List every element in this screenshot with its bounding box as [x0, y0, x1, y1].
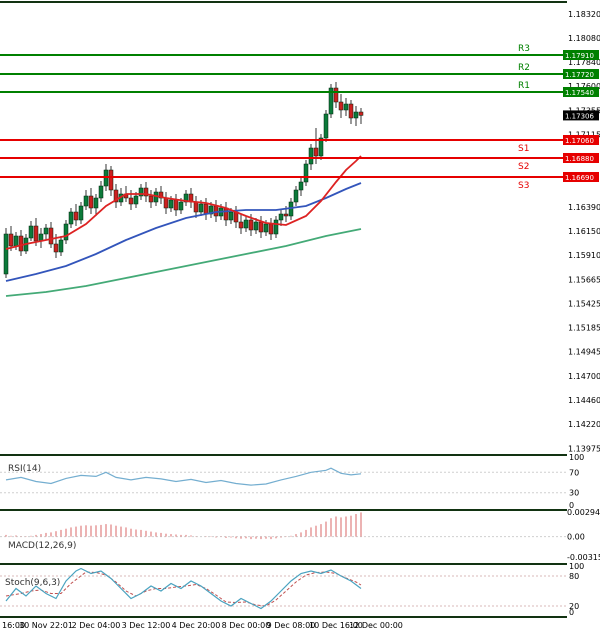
rsi-panel: 100 70 30 0	[0, 453, 584, 510]
rsi-line	[5, 467, 362, 486]
svg-text:1.18320: 1.18320	[568, 10, 600, 19]
svg-text:1.14700: 1.14700	[568, 372, 600, 381]
svg-text:100: 100	[569, 453, 584, 462]
svg-text:R2: R2	[518, 63, 530, 73]
price-axis: 1.183201.180801.178401.176001.173551.171…	[563, 10, 600, 454]
svg-text:20: 20	[569, 602, 579, 611]
svg-text:2 Dec 04:00: 2 Dec 04:00	[72, 621, 121, 630]
svg-text:1.14945: 1.14945	[568, 348, 600, 357]
stoch-d-line	[5, 571, 362, 607]
macd-panel-label: MACD(12,26,9)	[8, 541, 77, 551]
candlestick-series	[3, 82, 364, 278]
svg-text:16:00: 16:00	[2, 621, 25, 630]
support-resistance-levels: R3 R2 R1 S1 S2 S3	[0, 44, 567, 191]
svg-text:0: 0	[569, 501, 574, 510]
svg-text:70: 70	[569, 468, 579, 477]
svg-text:1.15425: 1.15425	[568, 300, 600, 309]
svg-text:100: 100	[569, 562, 584, 571]
svg-text:30: 30	[569, 489, 579, 498]
svg-text:1.16880: 1.16880	[565, 155, 594, 163]
svg-text:1.17060: 1.17060	[565, 137, 594, 145]
svg-text:-0.003152: -0.003152	[567, 553, 600, 562]
svg-text:1.17600: 1.17600	[568, 82, 600, 91]
ma-red-line	[5, 155, 362, 250]
svg-text:1.14460: 1.14460	[568, 396, 600, 405]
svg-text:8 Dec 00:00: 8 Dec 00:00	[222, 621, 271, 630]
svg-text:9 Dec 08:00: 9 Dec 08:00	[267, 621, 316, 630]
svg-text:1.17910: 1.17910	[565, 52, 594, 60]
svg-text:1.17840: 1.17840	[568, 58, 600, 67]
svg-text:30 Nov 22:01: 30 Nov 22:01	[19, 621, 73, 630]
stoch-k-line	[5, 567, 362, 610]
svg-text:80: 80	[569, 572, 579, 581]
svg-text:12 Dec 00:00: 12 Dec 00:00	[349, 621, 403, 630]
svg-text:R3: R3	[518, 44, 530, 54]
svg-text:S1: S1	[518, 144, 529, 154]
svg-text:1.17306: 1.17306	[565, 112, 594, 120]
svg-text:10 Dec 16:00: 10 Dec 16:00	[309, 621, 363, 630]
panel-frames	[0, 1, 567, 618]
svg-text:1.16390: 1.16390	[568, 203, 600, 212]
svg-text:1.17540: 1.17540	[565, 89, 594, 97]
svg-text:0.00: 0.00	[567, 533, 585, 542]
rsi-panel-label: RSI(14)	[8, 464, 42, 474]
svg-text:4 Dec 20:00: 4 Dec 20:00	[172, 621, 221, 630]
svg-text:0: 0	[569, 608, 574, 617]
svg-text:1.13975: 1.13975	[568, 445, 600, 454]
svg-text:1.16150: 1.16150	[568, 227, 600, 236]
svg-text:S2: S2	[518, 162, 529, 172]
svg-text:1.17720: 1.17720	[565, 71, 594, 79]
svg-text:1.15185: 1.15185	[568, 324, 600, 333]
svg-text:S3: S3	[518, 181, 529, 191]
svg-text:R1: R1	[518, 81, 530, 91]
macd-panel: 0.002942 0.00 -0.003152	[0, 508, 600, 562]
svg-text:1.15665: 1.15665	[568, 276, 600, 285]
current-price-box	[563, 110, 599, 121]
ma-green-line	[5, 228, 362, 297]
moving-averages	[5, 155, 362, 297]
stoch-panel-label: Stoch(9,6,3)	[5, 578, 61, 588]
svg-text:1.18080: 1.18080	[568, 34, 600, 43]
svg-text:0.002942: 0.002942	[567, 508, 600, 517]
svg-text:1.15910: 1.15910	[568, 251, 600, 260]
svg-text:1.16690: 1.16690	[565, 174, 594, 182]
svg-text:3 Dec 12:00: 3 Dec 12:00	[122, 621, 171, 630]
svg-text:1.14220: 1.14220	[568, 420, 600, 429]
